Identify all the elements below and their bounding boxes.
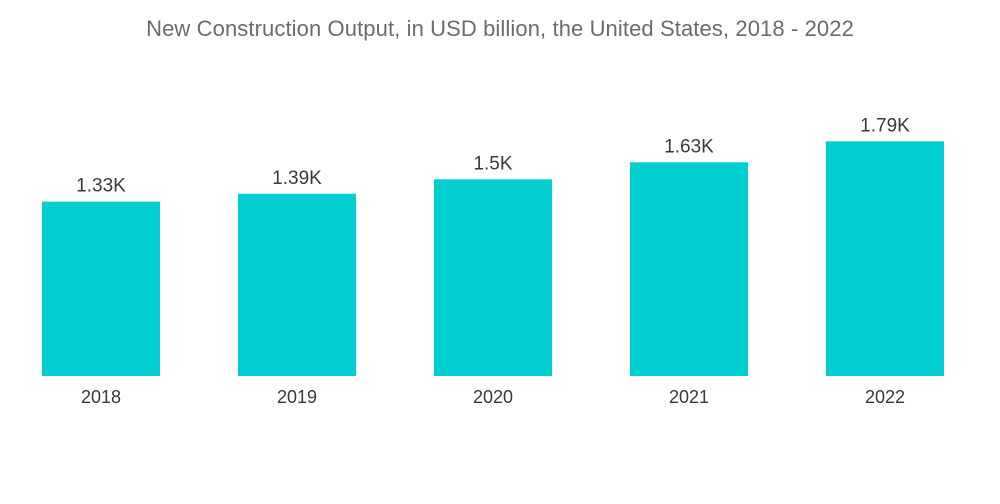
x-tick-label-2018: 2018 [81, 387, 121, 407]
data-label-2019: 1.39K [272, 168, 322, 189]
data-label-2018: 1.33K [76, 176, 126, 197]
x-tick-label-2021: 2021 [669, 387, 709, 407]
bar-2020 [434, 179, 552, 376]
x-tick-label-2022: 2022 [865, 387, 905, 407]
bar-2021 [630, 162, 748, 376]
data-label-2020: 1.5K [473, 153, 512, 174]
bar-2019 [238, 193, 356, 376]
chart-title: New Construction Output, in USD billion,… [146, 16, 854, 41]
data-label-2021: 1.63K [664, 136, 714, 157]
x-tick-label-2020: 2020 [473, 387, 513, 407]
bar-2022 [826, 141, 944, 376]
data-label-2022: 1.79K [860, 115, 910, 136]
bar-2018 [42, 201, 160, 376]
x-tick-label-2019: 2019 [277, 387, 317, 407]
